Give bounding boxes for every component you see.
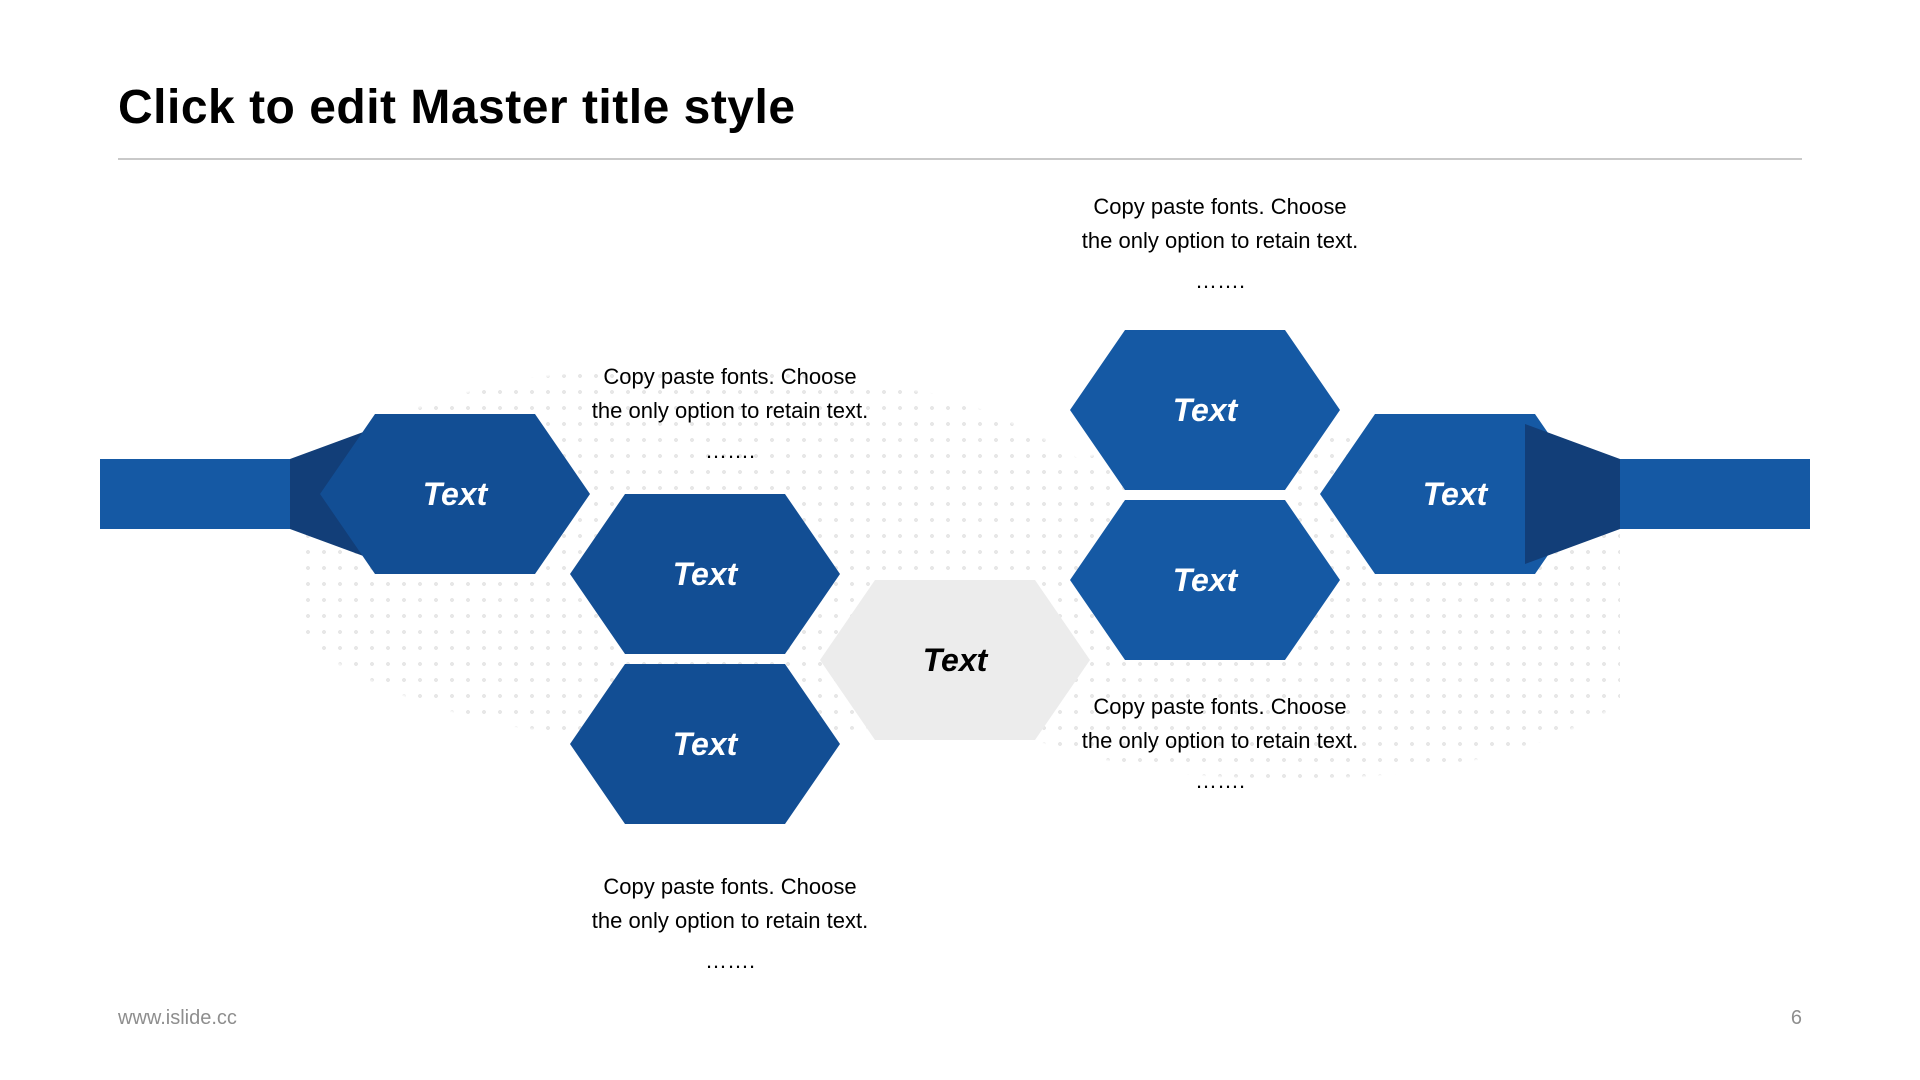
hex-hex-right-lower[interactable]: Text [1070,500,1340,660]
caption-cap-3[interactable]: Copy paste fonts. Choose the only option … [1070,190,1370,298]
hex-hex-mid-upper[interactable]: Text [570,494,840,654]
caption-line: the only option to retain text. [592,398,868,423]
caption-line: the only option to retain text. [1082,228,1358,253]
hex-hex-center[interactable]: Text [820,580,1090,740]
hex-label: Text [673,556,738,593]
hex-label: Text [923,642,988,679]
hex-label: Text [1173,562,1238,599]
caption-dots: ……. [580,944,880,978]
caption-line: Copy paste fonts. Choose [603,364,856,389]
caption-line: Copy paste fonts. Choose [1093,194,1346,219]
hex-hex-mid-lower[interactable]: Text [570,664,840,824]
caption-dots: ……. [1070,764,1370,798]
bar-left [100,459,290,529]
footer-page-number: 6 [1791,1007,1802,1030]
diagram-canvas: Text Text Text Text Text Text Text Copy paste f… [0,0,1920,1080]
caption-dots: ……. [1070,264,1370,298]
caption-cap-2[interactable]: Copy paste fonts. Choose the only option … [580,870,880,978]
hex-label: Text [423,476,488,513]
caption-cap-4[interactable]: Copy paste fonts. Choose the only option … [1070,690,1370,798]
caption-line: the only option to retain text. [1082,728,1358,753]
taper-right [1525,424,1620,564]
hex-hex-right-upper[interactable]: Text [1070,330,1340,490]
bar-right [1620,459,1810,529]
caption-line: the only option to retain text. [592,908,868,933]
caption-line: Copy paste fonts. Choose [603,874,856,899]
hex-hex-left-main[interactable]: Text [320,414,590,574]
hex-label: Text [1423,476,1488,513]
caption-dots: ……. [580,434,880,468]
caption-line: Copy paste fonts. Choose [1093,694,1346,719]
caption-cap-1[interactable]: Copy paste fonts. Choose the only option … [580,360,880,468]
hex-label: Text [673,726,738,763]
footer-url: www.islide.cc [118,1007,237,1030]
hex-label: Text [1173,392,1238,429]
